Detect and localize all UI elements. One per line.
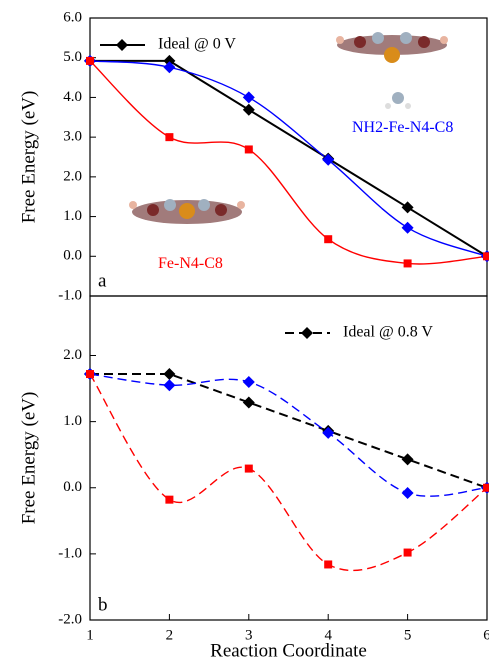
marker [165,133,173,141]
plot-frame [90,18,487,296]
series-line [90,61,487,256]
marker [402,201,414,213]
plot-frame [90,296,487,620]
marker [165,496,173,504]
marker [483,484,489,492]
chart: -1.0 0.0 1.0 2.0 3.0 4.0 5.0 6.0 Free Energy (eV… [0,0,489,660]
y-tick-label: 2.0 [63,168,82,184]
y-tick-label: -2.0 [58,611,82,627]
y-tick-label: 0.0 [63,479,82,495]
marker [324,235,332,243]
y-tick-label: 5.0 [63,49,82,65]
panel-label: b [98,594,108,615]
y-tick-label: 1.0 [63,208,82,224]
series-line [90,374,487,488]
annotation: NH2-Fe-N4-C8 [352,119,453,136]
annotation: Fe-N4-C8 [158,255,223,272]
y-tick-label: 0.0 [63,248,82,264]
marker [243,376,255,388]
marker [163,368,175,380]
marker [245,145,253,153]
y-axis-label: Free Energy (eV) [18,91,39,224]
legend-marker [301,327,313,339]
marker [402,222,414,234]
y-tick-label: -1.0 [58,545,82,561]
x-tick-label: 5 [404,627,412,643]
marker [86,370,94,378]
marker [243,396,255,408]
x-tick-label: 1 [86,627,94,643]
legend-label: Ideal @ 0.8 V [343,324,433,341]
x-axis-label: Reaction Coordinate [210,640,367,660]
molecule-top [336,32,448,109]
legend-marker [116,39,128,51]
marker [86,57,94,65]
y-tick-label: -1.0 [58,287,82,303]
marker [324,560,332,568]
marker [243,104,255,116]
y-tick-label: 2.0 [63,347,82,363]
marker [163,379,175,391]
y-axis-label: Free Energy (eV) [18,392,39,525]
series-line [90,61,487,256]
legend-label: Ideal @ 0 V [158,36,236,53]
molecule-bottom [129,199,245,224]
x-tick-label: 2 [166,627,174,643]
marker [243,91,255,103]
series-line [90,61,487,264]
y-tick-label: 1.0 [63,413,82,429]
y-tick-label: 4.0 [63,89,82,105]
series-line [90,374,487,570]
marker [402,487,414,499]
y-tick-label: 3.0 [63,129,82,145]
y-tick-label: 6.0 [63,9,82,25]
marker [245,465,253,473]
panel-label: a [98,270,107,291]
marker [402,453,414,465]
marker [483,252,489,260]
marker [404,549,412,557]
x-tick-label: 6 [483,627,489,643]
marker [404,259,412,267]
